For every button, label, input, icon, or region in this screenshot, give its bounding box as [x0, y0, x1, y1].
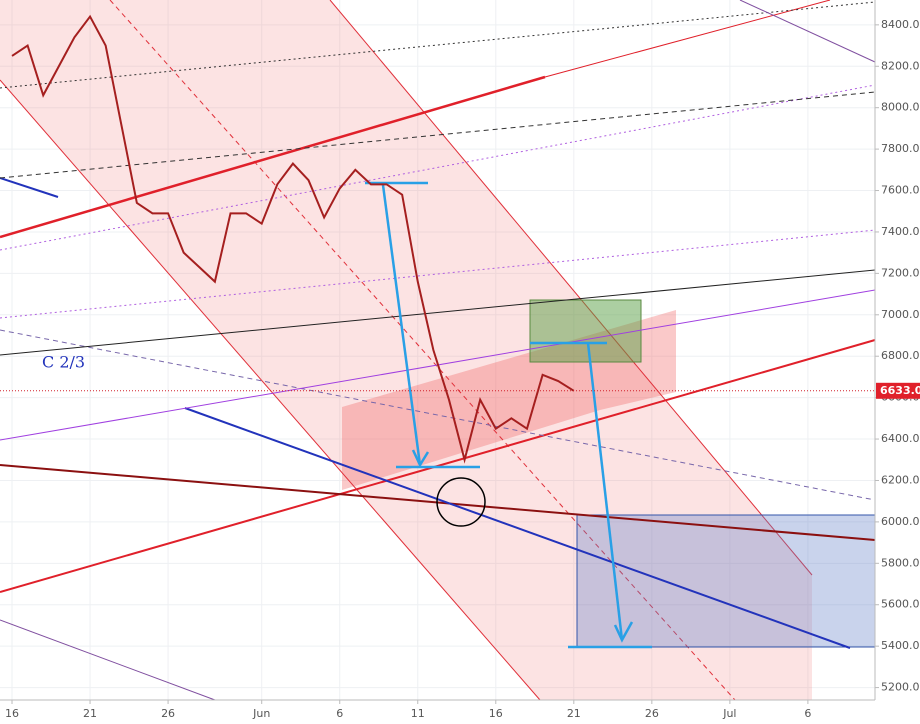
price-axis — [875, 0, 920, 724]
annotation: C 2/3 — [42, 353, 85, 372]
x-tick-label: 26 — [645, 707, 659, 720]
x-tick-label: 11 — [411, 707, 425, 720]
trend-line — [0, 84, 876, 251]
y-tick-label: 6800.0 — [881, 349, 920, 362]
trend-line — [544, 0, 831, 78]
trend-line — [184, 407, 851, 649]
x-tick-label: 6 — [336, 707, 343, 720]
time-axis — [0, 700, 875, 724]
last-price-label: 6633.0 — [880, 384, 920, 397]
y-tick-label: 5800.0 — [881, 556, 920, 569]
channel-edge — [0, 79, 541, 701]
y-tick-label: 5400.0 — [881, 639, 920, 652]
y-tick-label: 8200.0 — [881, 59, 920, 72]
x-tick-label: Jun — [252, 707, 270, 720]
price-line — [11, 14, 575, 464]
trend-line — [0, 75, 546, 239]
drawings — [0, 0, 876, 701]
y-tick-label: 8000.0 — [881, 101, 920, 114]
x-tick-label: 26 — [161, 707, 175, 720]
y-tick-label: 8400.0 — [881, 18, 920, 31]
trend-line — [0, 1, 876, 89]
x-tick-label: Jul — [722, 707, 736, 720]
trend-line — [0, 91, 876, 179]
last-price-box — [876, 382, 920, 399]
y-tick-label: 6000.0 — [881, 515, 920, 528]
x-tick-label: 21 — [83, 707, 97, 720]
channel-edge — [329, 0, 813, 576]
plot — [11, 14, 575, 464]
highlight-circle — [436, 477, 486, 527]
trend-line — [0, 177, 59, 198]
trend-line — [0, 619, 216, 701]
y-tick-label: 7800.0 — [881, 142, 920, 155]
x-tick-label: 16 — [5, 707, 19, 720]
y-tick-label: 7600.0 — [881, 184, 920, 197]
y-tick-label: 7000.0 — [881, 308, 920, 321]
trend-line — [0, 229, 876, 319]
y-tick-label: 5200.0 — [881, 681, 920, 694]
trend-line — [0, 269, 876, 356]
target-box — [529, 299, 642, 363]
x-tick-label: 21 — [567, 707, 581, 720]
y-tick-label: 7200.0 — [881, 266, 920, 279]
target-box — [576, 514, 876, 648]
y-tick-label: 6400.0 — [881, 432, 920, 445]
channel-mid — [109, 0, 736, 701]
x-tick-label: 16 — [489, 707, 503, 720]
y-tick-label: 6200.0 — [881, 473, 920, 486]
x-tick-label: 6 — [804, 707, 811, 720]
y-tick-label: 5600.0 — [881, 598, 920, 611]
trend-line — [739, 0, 876, 63]
trend-line — [0, 329, 876, 501]
y-tick-label: 7400.0 — [881, 225, 920, 238]
projection — [365, 181, 652, 649]
